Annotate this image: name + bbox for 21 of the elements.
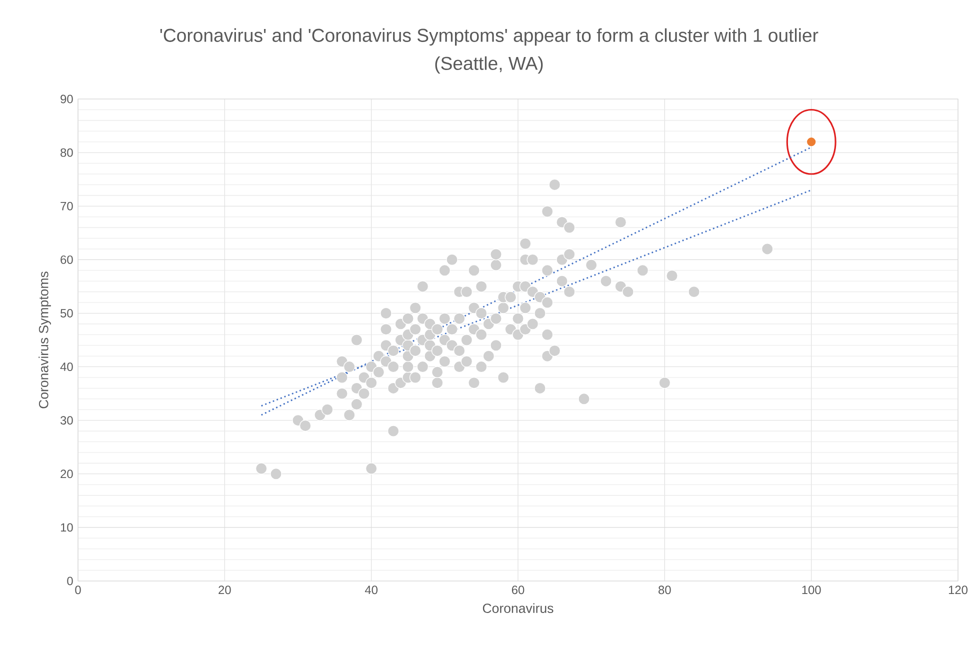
y-tick-label: 10 — [60, 523, 73, 532]
x-tick-label: 40 — [364, 586, 378, 594]
x-tick-label: 80 — [658, 586, 671, 594]
y-tick-label: 40 — [60, 362, 73, 372]
y-tick-label: 80 — [60, 148, 73, 157]
y-tick-label: 60 — [60, 255, 73, 264]
y-tick-label: 20 — [60, 470, 73, 478]
y-tick-label: 30 — [60, 416, 73, 425]
chart-subtitle: (Seattle, WA) — [435, 56, 543, 74]
x-tick-label: 100 — [802, 586, 821, 594]
y-tick-label: 50 — [60, 309, 73, 318]
x-tick-label: 20 — [218, 586, 231, 594]
x-axis-title: Coronavirus — [482, 603, 554, 613]
x-tick-label: 120 — [948, 586, 968, 594]
y-tick-label: 0 — [67, 576, 73, 586]
y-tick-label: 70 — [60, 202, 73, 210]
x-tick-label: 0 — [75, 586, 81, 594]
x-tick-label: 60 — [512, 586, 524, 594]
y-axis-title: Coronavirus Symptoms — [38, 272, 51, 408]
y-tick-label: 90 — [60, 94, 73, 104]
chart-title: 'Coronavirus' and 'Coronavirus Symptoms' appear to form a cluster with 1 outlier — [160, 28, 818, 46]
